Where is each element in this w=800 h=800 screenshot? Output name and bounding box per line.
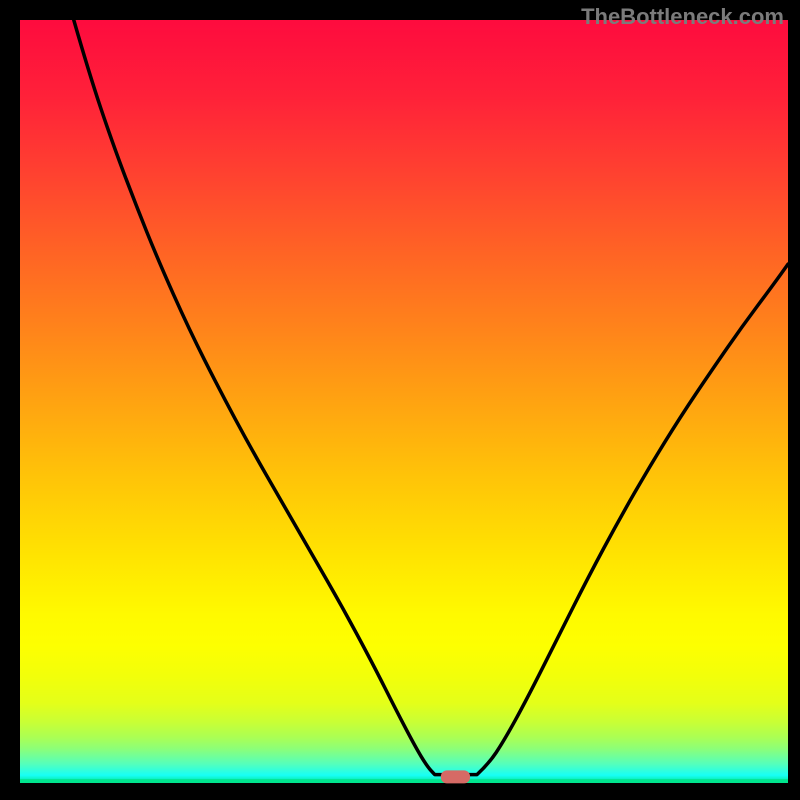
bottleneck-chart: [0, 0, 800, 800]
optimal-point-marker: [441, 770, 470, 783]
plot-gradient-background: [20, 20, 788, 783]
chart-container: TheBottleneck.com: [0, 0, 800, 800]
baseline-green-band: [20, 779, 788, 783]
